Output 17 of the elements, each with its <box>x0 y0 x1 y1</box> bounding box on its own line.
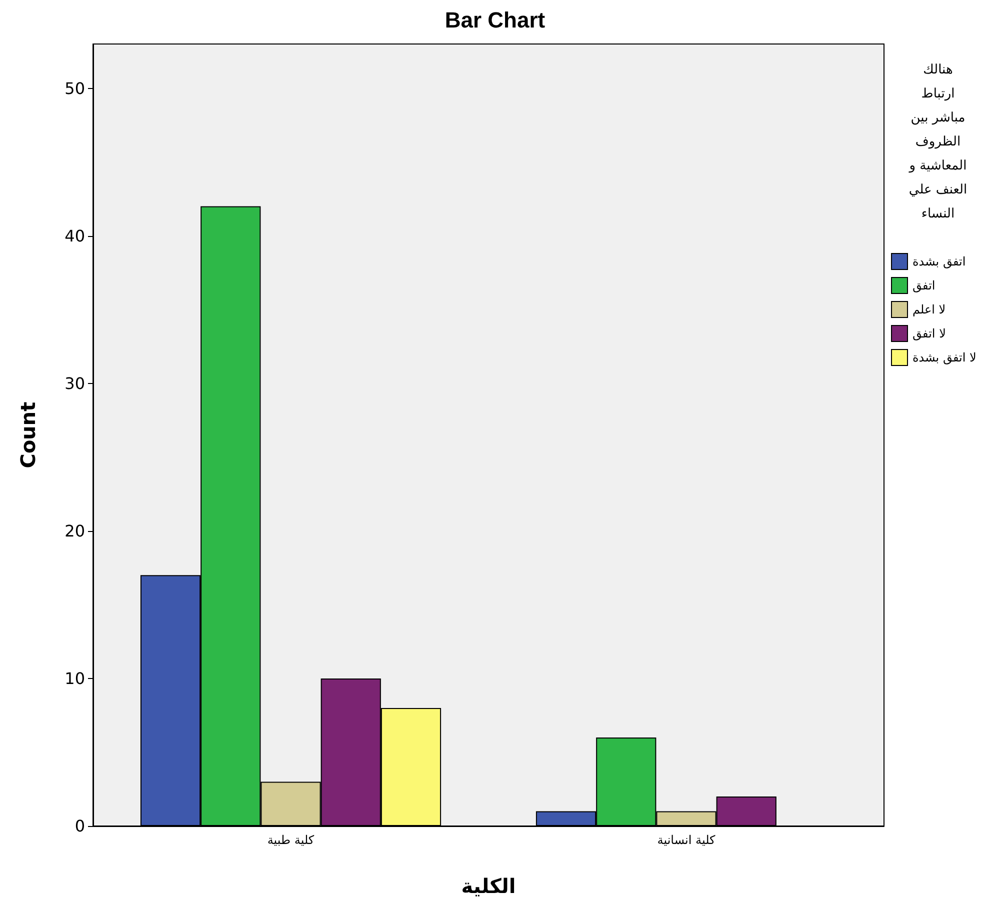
y-tick-label: 0 <box>74 816 85 836</box>
legend-title: هنالك ارتباط مباشر بين الظروف المعاشية و العنف علي النساء <box>908 62 968 222</box>
y-tick-label: 20 <box>64 521 85 540</box>
x-tick-label: كلية انسانية <box>657 833 716 847</box>
x-axis-title: الكلية <box>461 874 516 898</box>
legend-label: اتفق بشدة <box>912 254 966 268</box>
legend-label: اتفق <box>912 278 936 292</box>
y-tick-label: 50 <box>64 78 85 98</box>
x-tick-label: كلية طبية <box>267 833 314 847</box>
chart-title: Bar Chart <box>444 8 546 32</box>
legend-label: لا اعلم <box>912 302 946 316</box>
y-axis-title: Count <box>16 401 40 468</box>
y-tick-label: 30 <box>64 374 85 393</box>
legend-label: لا اتفق <box>912 326 946 340</box>
legend-label: لا اتفق بشدة <box>912 350 976 364</box>
y-tick-label: 10 <box>64 668 85 688</box>
y-tick-label: 40 <box>64 226 85 246</box>
